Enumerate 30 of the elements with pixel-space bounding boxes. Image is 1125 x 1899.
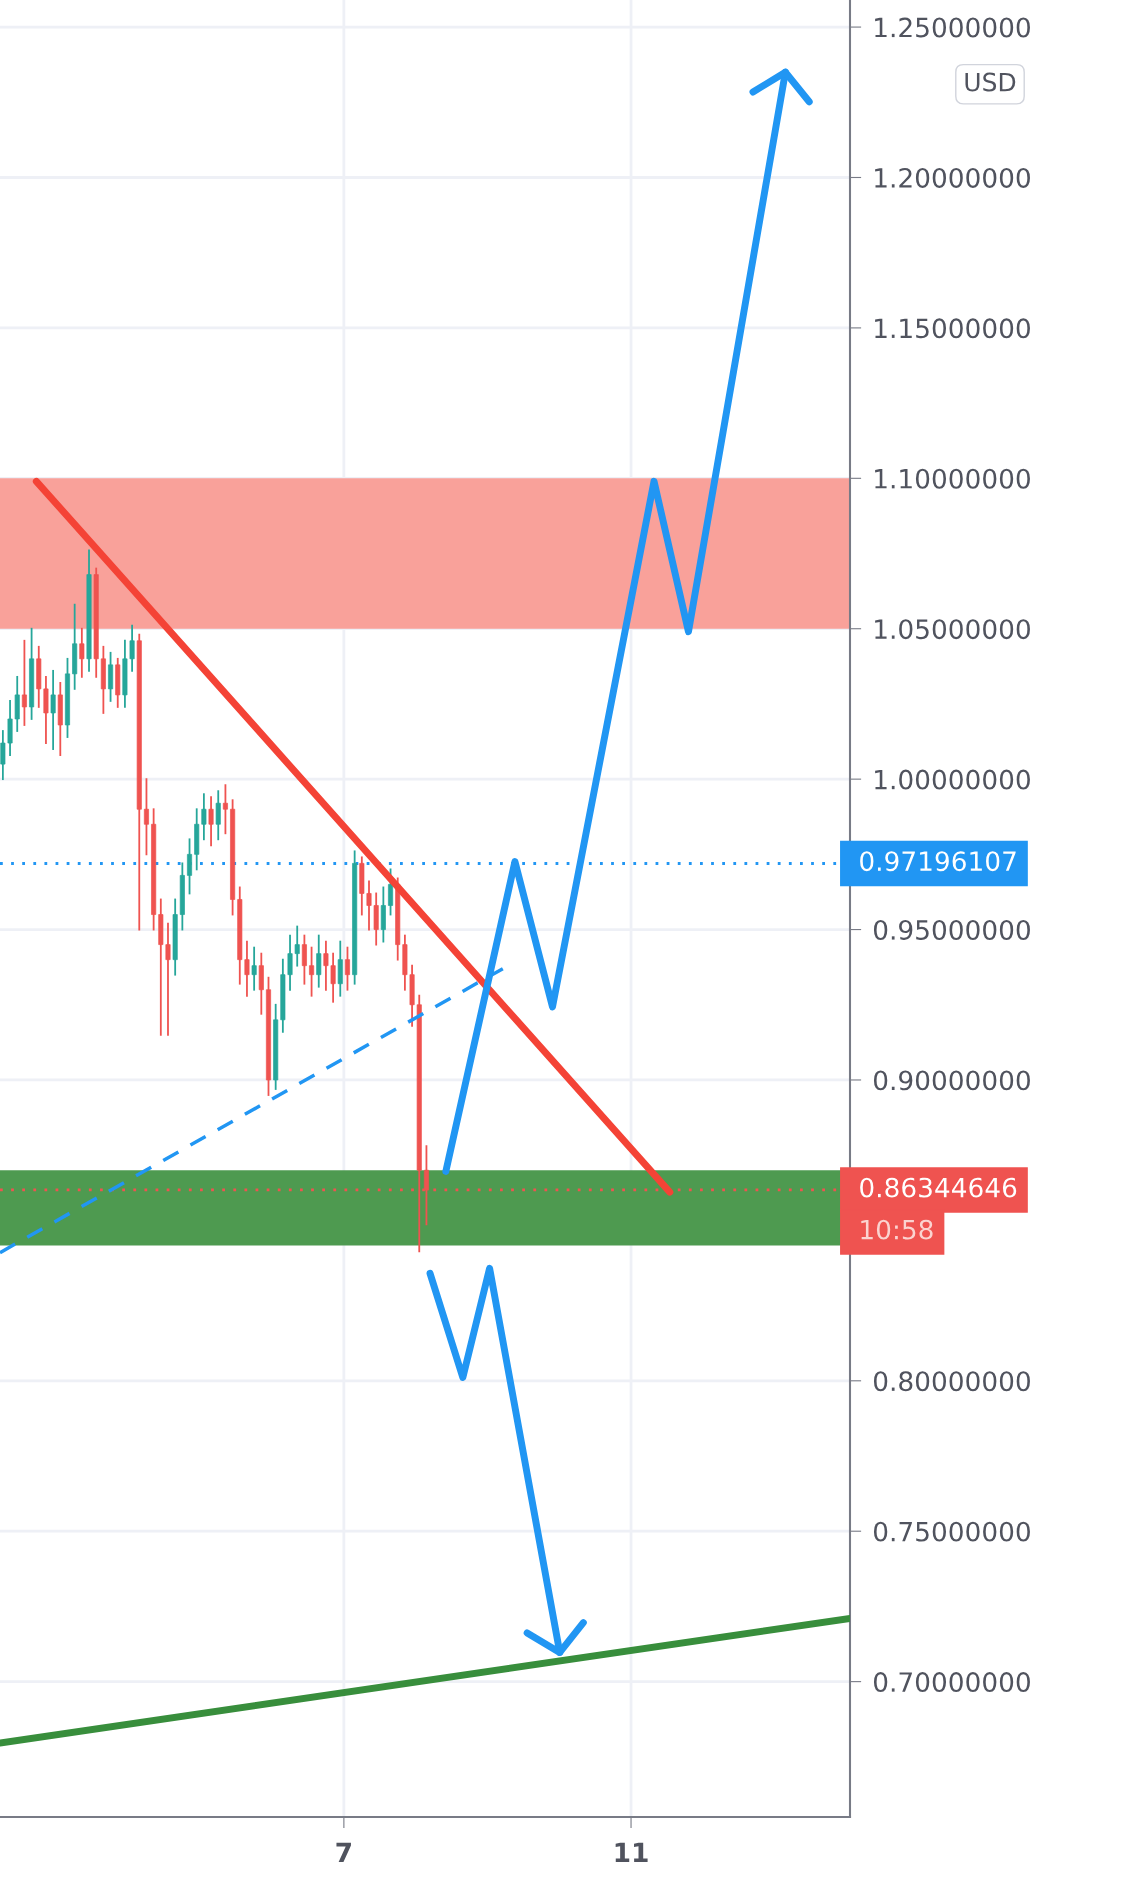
x-tick-label: 11: [615, 1842, 648, 1863]
candlestick: [208, 796, 214, 847]
candlestick: [309, 946, 315, 997]
candlestick: [21, 639, 27, 726]
candlestick: [79, 627, 85, 678]
ref-line-label: 0.97196107: [860, 851, 1016, 872]
candlestick: [344, 946, 350, 991]
y-tick-label: 1.10000000: [875, 468, 1030, 489]
candlestick: [222, 784, 228, 835]
y-tick-label: 0.70000000: [873, 1672, 1030, 1693]
x-tick-label: 7: [336, 1842, 351, 1863]
y-tick-label: 0.75000000: [873, 1521, 1030, 1542]
candlestick: [316, 934, 322, 988]
text: 10:58: [861, 1219, 933, 1240]
y-tick-label: 1.15000000: [875, 318, 1030, 339]
y-tick-label: 0.80000000: [873, 1371, 1030, 1392]
y-tick-label: 1.05000000: [875, 619, 1030, 640]
y-tick-label: 0.90000000: [873, 1070, 1030, 1091]
text: USD: [965, 72, 1016, 92]
y-tick-label: 1.25000000: [875, 17, 1030, 38]
candlestick: [301, 934, 307, 985]
candlestick: [251, 946, 257, 991]
y-tick-label: 1.00000000: [875, 769, 1030, 790]
y-tick-label: 1.20000000: [875, 167, 1030, 188]
candlestick: [50, 669, 56, 750]
candlestick: [215, 790, 221, 841]
y-tick-label: 0.95000000: [873, 920, 1030, 940]
ref-line-label: 0.86344646: [860, 1177, 1017, 1198]
candlestick: [143, 778, 149, 856]
candlestick: [187, 838, 193, 895]
